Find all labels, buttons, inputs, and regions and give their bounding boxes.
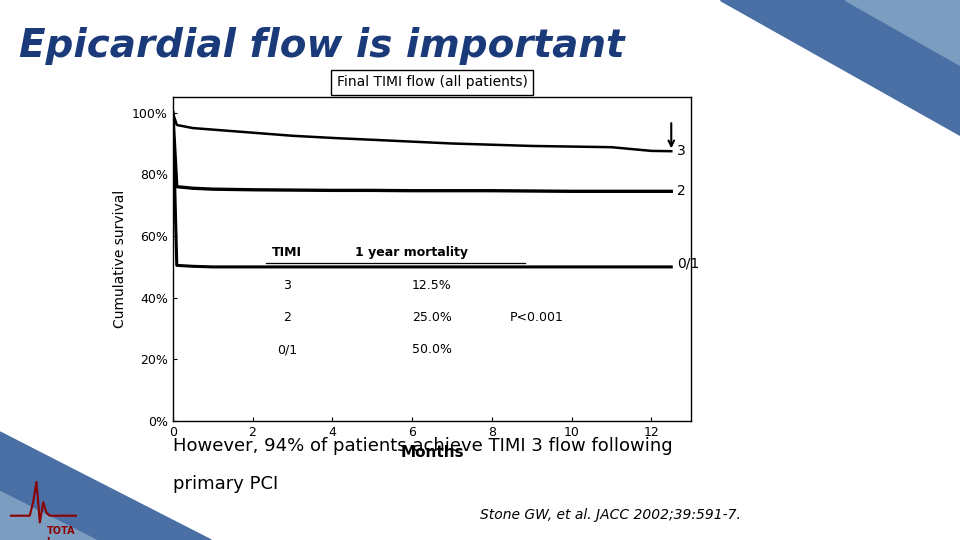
Text: 2: 2 bbox=[677, 184, 686, 198]
Polygon shape bbox=[0, 491, 96, 540]
Text: Stone GW, et al. JACC 2002;39:591-7.: Stone GW, et al. JACC 2002;39:591-7. bbox=[480, 508, 741, 522]
Text: TIMI: TIMI bbox=[272, 246, 301, 259]
Text: 50.0%: 50.0% bbox=[412, 343, 452, 356]
Text: 25.0%: 25.0% bbox=[412, 311, 452, 324]
Text: 3: 3 bbox=[677, 144, 686, 158]
Text: TOTA
L: TOTA L bbox=[46, 526, 75, 540]
Text: 0/1: 0/1 bbox=[276, 343, 297, 356]
Text: 12.5%: 12.5% bbox=[412, 279, 452, 292]
Text: 1 year mortality: 1 year mortality bbox=[355, 246, 468, 259]
Text: P<0.001: P<0.001 bbox=[510, 311, 564, 324]
Text: 3: 3 bbox=[283, 279, 291, 292]
Text: 2: 2 bbox=[283, 311, 291, 324]
Text: 0/1: 0/1 bbox=[677, 257, 700, 271]
Polygon shape bbox=[845, 0, 960, 65]
Y-axis label: Cumulative survival: Cumulative survival bbox=[112, 190, 127, 328]
Text: primary PCI: primary PCI bbox=[173, 475, 278, 493]
Title: Final TIMI flow (all patients): Final TIMI flow (all patients) bbox=[337, 75, 527, 89]
Polygon shape bbox=[0, 432, 211, 540]
Text: Epicardial flow is important: Epicardial flow is important bbox=[19, 27, 625, 65]
Text: However, 94% of patients achieve TIMI 3 flow following: However, 94% of patients achieve TIMI 3 … bbox=[173, 437, 672, 455]
X-axis label: Months: Months bbox=[400, 444, 464, 460]
Polygon shape bbox=[720, 0, 960, 135]
